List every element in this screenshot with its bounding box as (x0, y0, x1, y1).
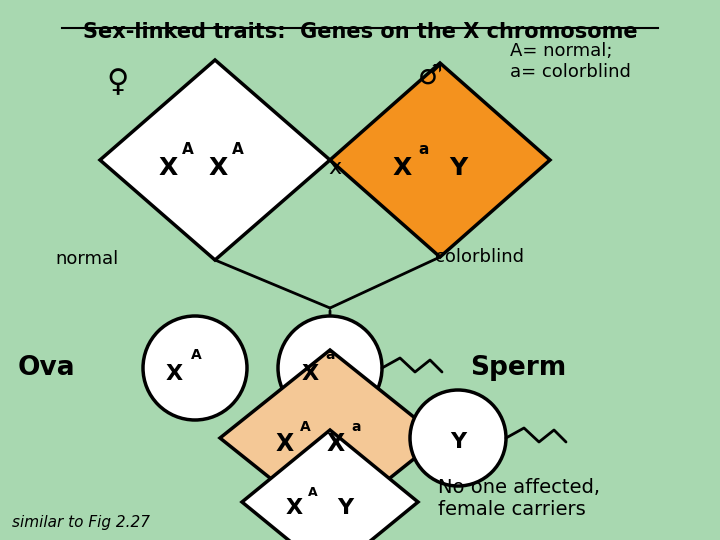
Text: Y: Y (337, 498, 353, 518)
Text: A: A (300, 420, 310, 434)
Text: X: X (392, 156, 412, 180)
Text: a: a (351, 420, 361, 434)
Polygon shape (220, 350, 440, 526)
Text: X: X (208, 156, 228, 180)
Text: X: X (158, 156, 178, 180)
Text: Sex-linked traits:  Genes on the X chromosome: Sex-linked traits: Genes on the X chromo… (83, 22, 637, 42)
Text: A: A (232, 143, 244, 158)
Text: Y: Y (450, 432, 466, 452)
Text: Ova: Ova (18, 355, 76, 381)
Circle shape (143, 316, 247, 420)
Text: x: x (328, 158, 341, 178)
Text: ♀: ♀ (107, 68, 129, 97)
Circle shape (410, 390, 506, 486)
Text: a: a (419, 143, 429, 158)
Text: X: X (327, 432, 345, 456)
Text: A: A (308, 485, 318, 498)
Text: normal: normal (55, 250, 118, 268)
Text: similar to Fig 2.27: similar to Fig 2.27 (12, 515, 150, 530)
Polygon shape (100, 60, 330, 260)
Circle shape (278, 316, 382, 420)
Text: Y: Y (449, 156, 467, 180)
Text: A= normal;
a= colorblind: A= normal; a= colorblind (510, 42, 631, 81)
Text: ♂: ♂ (418, 62, 442, 90)
Text: a: a (325, 348, 335, 362)
Text: X: X (276, 432, 294, 456)
Text: X: X (302, 364, 318, 384)
Text: No one affected,
female carriers: No one affected, female carriers (438, 478, 600, 519)
Text: A: A (182, 143, 194, 158)
Polygon shape (330, 63, 550, 257)
Text: X: X (166, 364, 183, 384)
Text: Sperm: Sperm (470, 355, 566, 381)
Text: colorblind: colorblind (435, 248, 524, 266)
Text: A: A (191, 348, 202, 362)
Text: X: X (285, 498, 302, 518)
Polygon shape (242, 430, 418, 540)
